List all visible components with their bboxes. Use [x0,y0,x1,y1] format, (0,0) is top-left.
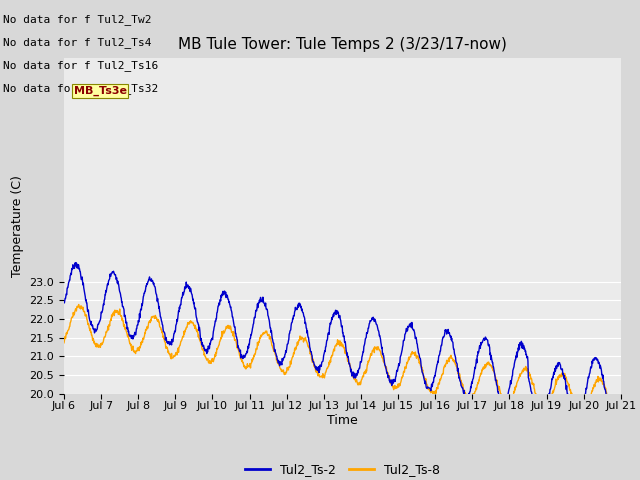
Text: MB_Ts3e: MB_Ts3e [74,86,127,96]
Title: MB Tule Tower: Tule Temps 2 (3/23/17-now): MB Tule Tower: Tule Temps 2 (3/23/17-now… [178,37,507,52]
Legend: Tul2_Ts-2, Tul2_Ts-8: Tul2_Ts-2, Tul2_Ts-8 [240,458,445,480]
Text: No data for f Tul2_Tw2: No data for f Tul2_Tw2 [3,14,152,25]
Y-axis label: Temperature (C): Temperature (C) [11,175,24,276]
X-axis label: Time: Time [327,414,358,427]
Text: No data for f Tul2_Ts16: No data for f Tul2_Ts16 [3,60,159,72]
Text: No data for f Tul2_Ts4: No data for f Tul2_Ts4 [3,37,152,48]
Text: No data for f Tul2_Ts32: No data for f Tul2_Ts32 [3,84,159,95]
